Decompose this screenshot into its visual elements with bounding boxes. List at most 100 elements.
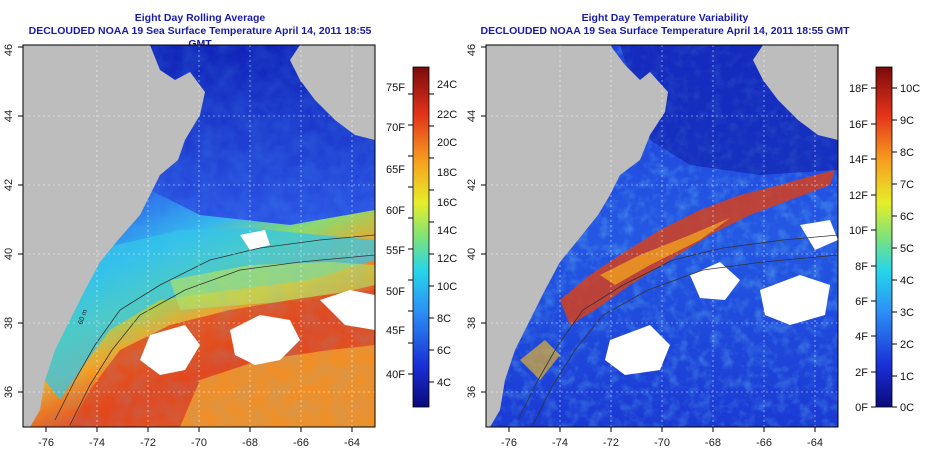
right-x-tick: -72: [603, 437, 619, 449]
right-grid: [486, 45, 838, 427]
right-land-mass: [486, 45, 668, 427]
right-cb-c-label: 0C: [900, 402, 914, 414]
left-cb-f-label: 75F: [386, 82, 405, 94]
left-cb-c-label: 16C: [437, 197, 457, 209]
left-x-axis: -76 -74 -72 -70 -68 -66 -64: [38, 427, 360, 449]
left-y-tick: 38: [3, 317, 15, 329]
left-cb-c-label: 24C: [437, 79, 457, 91]
right-cb-f-label: 14F: [849, 154, 868, 166]
left-x-tick: -64: [344, 437, 360, 449]
left-y-tick: 36: [3, 386, 15, 398]
left-x-tick: -74: [89, 437, 105, 449]
left-cb-c-label: 6C: [437, 345, 451, 357]
right-cb-c-label: 6C: [900, 211, 914, 223]
left-cloud-4: [240, 230, 270, 250]
left-cb-c-label: 8C: [437, 313, 451, 325]
left-y-tick: 42: [3, 179, 15, 191]
right-y-tick: 40: [466, 248, 478, 260]
right-y-tick: 42: [466, 179, 478, 191]
right-cb-f-label: 0F: [855, 402, 868, 414]
right-cb-c-label: 1C: [900, 371, 914, 383]
right-x-tick: -64: [807, 437, 823, 449]
left-cb-c-label: 22C: [437, 109, 457, 121]
left-x-tick: -76: [38, 437, 54, 449]
right-cb-f-label: 18F: [849, 83, 868, 95]
right-colorbar-gradient: [875, 66, 893, 408]
right-x-tick: -76: [501, 437, 517, 449]
left-contour-200m: [54, 234, 375, 421]
right-gulf-stream-front: [560, 170, 835, 325]
right-cb-f-label: 12F: [849, 190, 868, 202]
right-cb-f-label: 6F: [855, 296, 868, 308]
right-y-tick: 46: [466, 44, 478, 56]
left-y-tick: 40: [3, 248, 15, 260]
right-map-title: Eight Day Temperature Variability DECLOU…: [480, 12, 850, 38]
left-title-line1: Eight Day Rolling Average: [134, 12, 266, 24]
right-map: [486, 45, 838, 427]
left-colorbar-gradient: [412, 66, 430, 408]
left-cb-c-label: 12C: [437, 253, 457, 265]
right-cb-c-label: 7C: [900, 179, 914, 191]
left-map: [23, 45, 375, 427]
right-cb-c-label: 5C: [900, 243, 914, 255]
left-cloud-1: [230, 315, 300, 365]
right-cb-c-label: 3C: [900, 307, 914, 319]
right-contour-200m: [517, 234, 838, 421]
left-x-tick: -72: [140, 437, 156, 449]
right-cloud-1: [690, 262, 740, 300]
left-cb-c-label: 4C: [437, 377, 451, 389]
right-cloud-3: [760, 275, 830, 325]
right-title-line2: DECLOUDED NOAA 19 Sea Surface Temperatur…: [480, 25, 850, 37]
left-x-tick: -66: [293, 437, 309, 449]
right-y-tick: 38: [466, 317, 478, 329]
right-x-tick: -68: [705, 437, 721, 449]
left-x-tick: -70: [191, 437, 207, 449]
left-grid: [23, 45, 375, 427]
right-cb-f-label: 2F: [855, 367, 868, 379]
left-cb-c-label: 14C: [437, 225, 457, 237]
right-cloud-2: [605, 325, 670, 375]
left-y-axis: 36 38 40 42 44 46: [3, 44, 23, 398]
right-cb-c-label: 2C: [900, 339, 914, 351]
right-contour-1000m: [532, 254, 838, 426]
left-cb-f-label: 40F: [386, 369, 405, 381]
right-cb-f-label: 16F: [849, 119, 868, 131]
right-x-tick: -70: [654, 437, 670, 449]
right-colorbar: 0F 2F 4F 6F 8F 10F 12F 14F 16F 18F 0C 1C…: [849, 66, 920, 414]
right-front-edge: [600, 218, 730, 285]
left-x-tick: -68: [242, 437, 258, 449]
left-y-tick: 46: [3, 44, 15, 56]
right-x-axis: -76 -74 -72 -70 -68 -66 -64: [501, 427, 823, 449]
left-land-mass: [23, 45, 205, 427]
left-colorbar: 40F 45F 50F 55F 60F 65F 70F 75F 4C 6C 8C…: [386, 66, 457, 408]
right-cb-c-label: 4C: [900, 275, 914, 287]
right-cb-c-label: 8C: [900, 147, 914, 159]
left-contour-1000m: [69, 254, 375, 426]
right-x-tick: -66: [756, 437, 772, 449]
left-cb-f-label: 50F: [386, 286, 405, 298]
left-cb-c-label: 18C: [437, 167, 457, 179]
left-cb-f-label: 65F: [386, 164, 405, 176]
left-cloud-3: [320, 290, 375, 330]
right-y-tick: 44: [466, 110, 478, 122]
right-cb-f-label: 4F: [855, 331, 868, 343]
left-cb-c-label: 20C: [437, 137, 457, 149]
right-title-line1: Eight Day Temperature Variability: [581, 12, 749, 24]
right-x-tick: -74: [552, 437, 568, 449]
right-cloud-4: [800, 220, 838, 250]
right-y-tick: 36: [466, 386, 478, 398]
left-cb-c-label: 10C: [437, 281, 457, 293]
left-cloud-2: [140, 325, 200, 375]
right-cb-c-label: 10C: [900, 83, 920, 95]
left-cb-f-label: 70F: [386, 122, 405, 134]
right-cb-c-label: 9C: [900, 115, 914, 127]
left-cb-f-label: 55F: [386, 245, 405, 257]
right-cb-f-label: 8F: [855, 261, 868, 273]
right-cb-f-label: 10F: [849, 225, 868, 237]
left-contour-label-60m: 60 m: [77, 309, 89, 326]
left-cb-f-label: 45F: [386, 325, 405, 337]
right-patch-yellow: [520, 340, 560, 380]
left-y-tick: 44: [3, 110, 15, 122]
left-cb-f-label: 60F: [386, 205, 405, 217]
